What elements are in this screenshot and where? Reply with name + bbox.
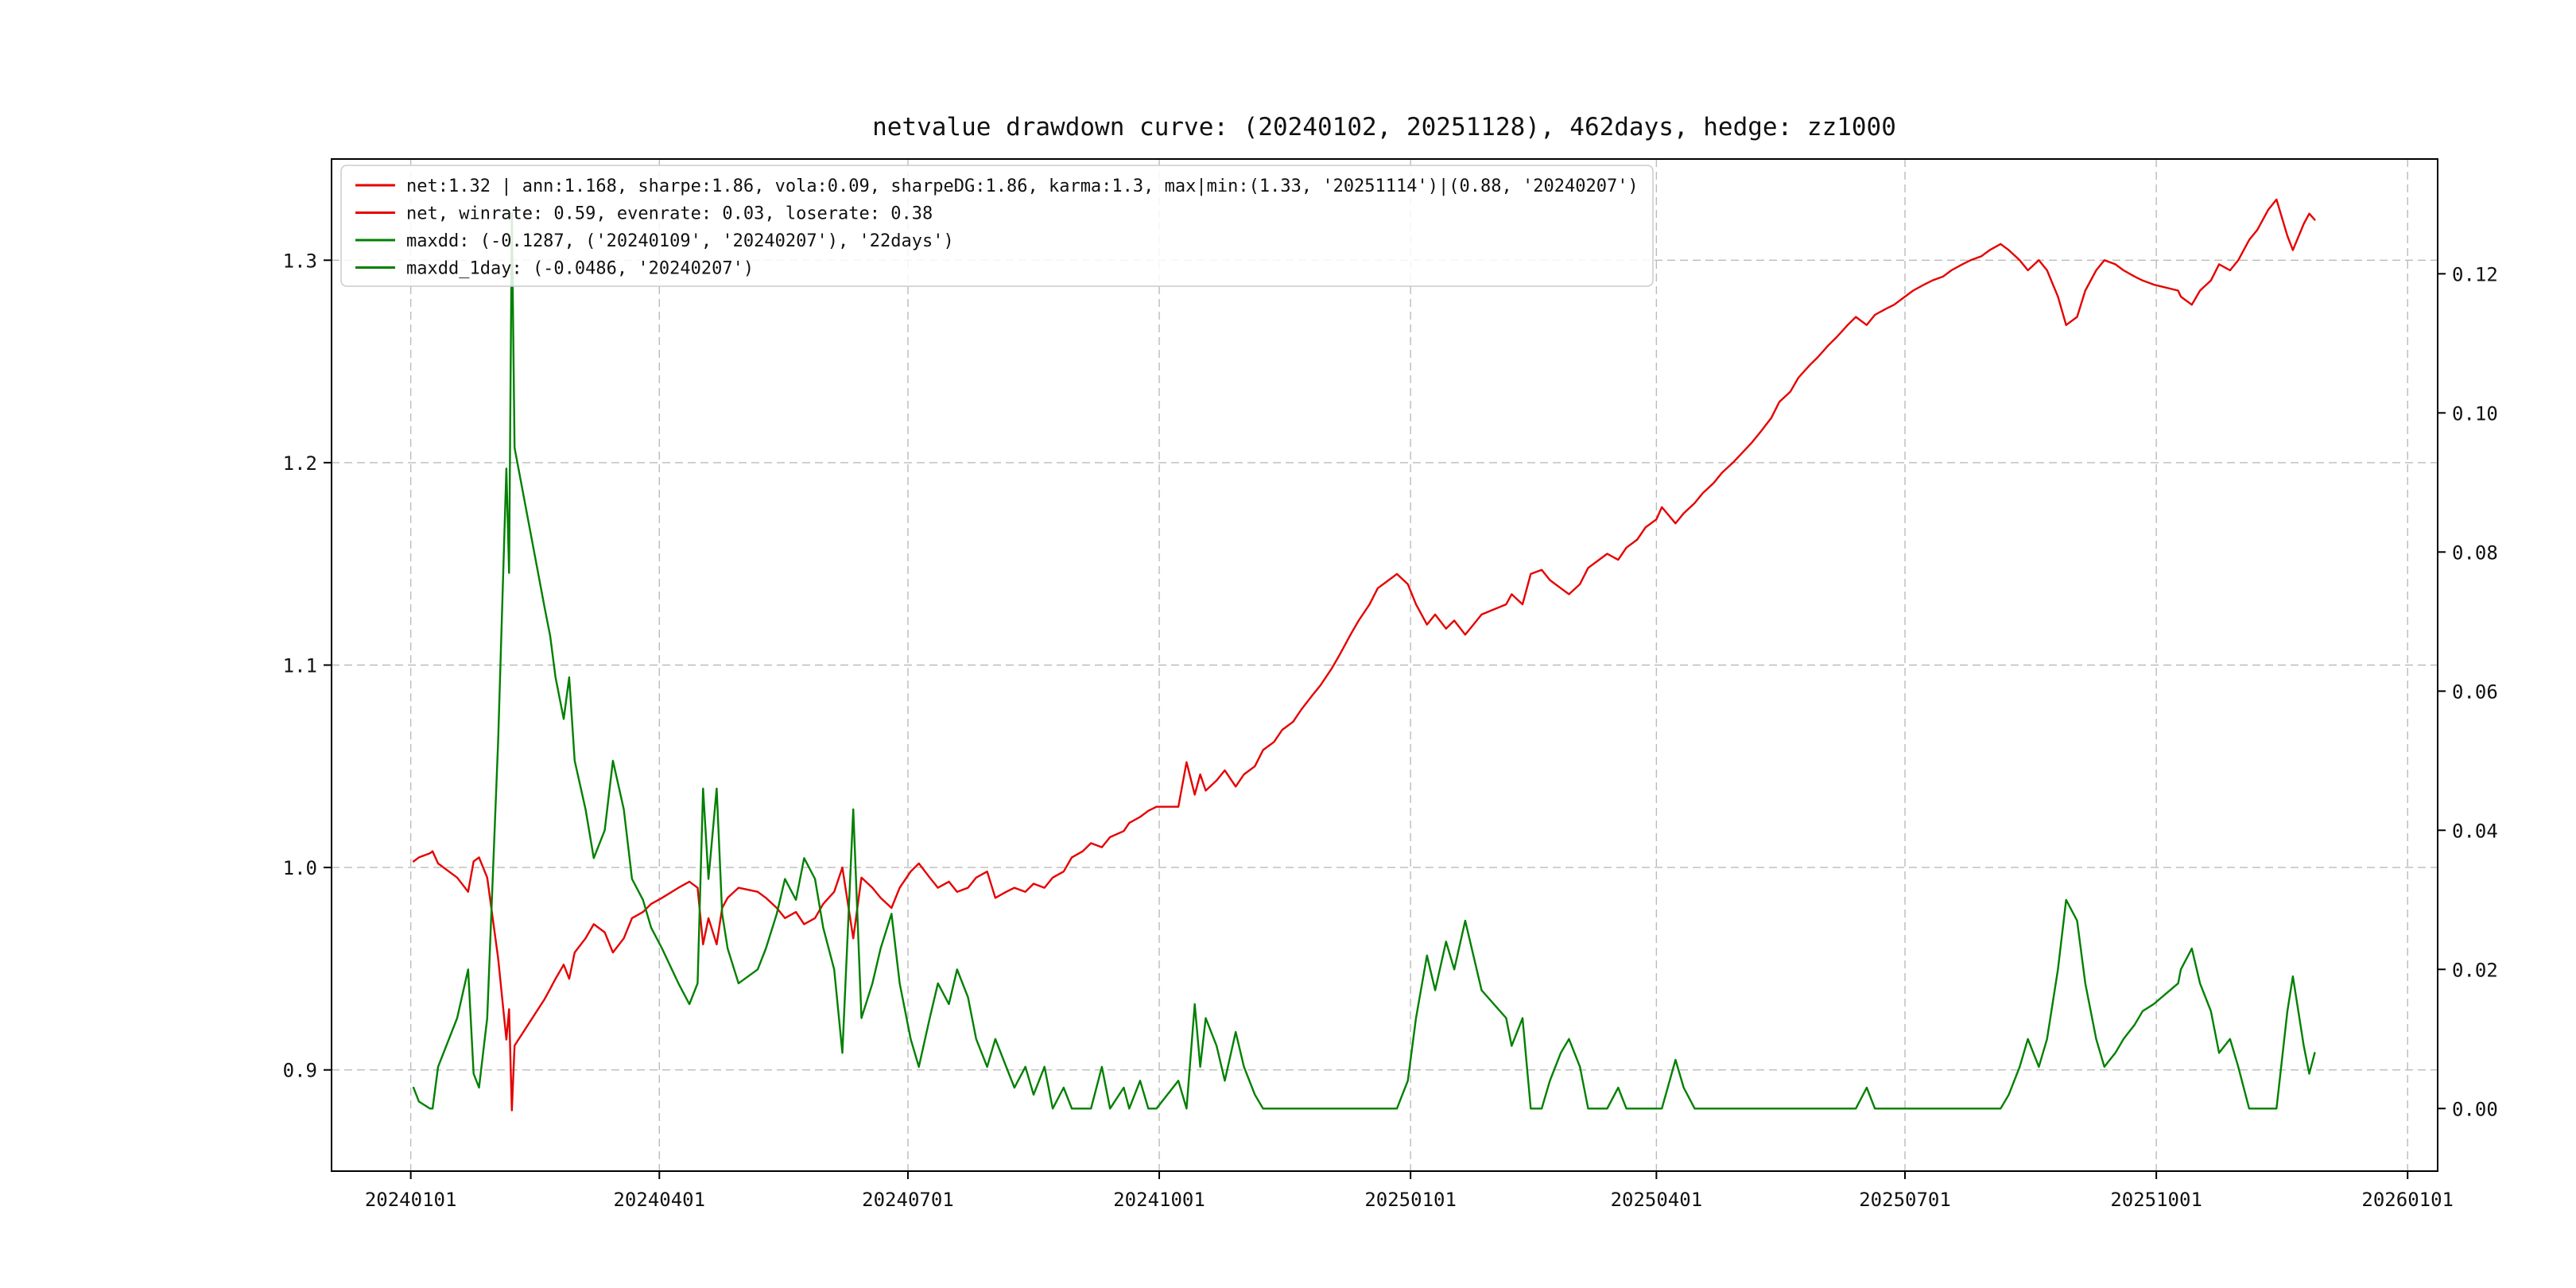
x-tick-label: 20250701 — [1859, 1189, 1951, 1211]
y-left-tick-label: 1.1 — [283, 655, 317, 677]
x-tick-label: 20240401 — [613, 1189, 705, 1211]
legend-entry-label: net, winrate: 0.59, evenrate: 0.03, lose… — [406, 204, 933, 224]
y-left-tick-label: 1.2 — [283, 452, 317, 475]
y-right-tick-label: 0.06 — [2452, 681, 2498, 703]
legend-entry: net, winrate: 0.59, evenrate: 0.03, lose… — [355, 204, 933, 224]
x-tick-label: 20250401 — [1611, 1189, 1703, 1211]
y-right-tick-label: 0.08 — [2452, 541, 2498, 564]
net-line — [412, 198, 2316, 1111]
legend-box — [340, 165, 1654, 287]
y-right-tick-label: 0.10 — [2452, 402, 2498, 425]
y-right-tick-label: 0.12 — [2452, 263, 2498, 285]
x-tick-label: 20241001 — [1113, 1189, 1205, 1211]
x-tick-label: 20251001 — [2110, 1189, 2202, 1211]
y-right-tick-label: 0.02 — [2452, 959, 2498, 981]
chart-title: netvalue drawdown curve: (20240102, 2025… — [872, 113, 1896, 142]
legend-entry: maxdd: (-0.1287, ('20240109', '20240207'… — [355, 231, 954, 251]
legend-entry: net:1.32 | ann:1.168, sharpe:1.86, vola:… — [355, 177, 1639, 196]
y-right-tick-label: 0.00 — [2452, 1098, 2498, 1120]
legend-entry-label: maxdd_1day: (-0.0486, '20240207') — [406, 259, 754, 279]
x-tick-label: 20260101 — [2361, 1189, 2454, 1211]
legend-entry-label: net:1.32 | ann:1.168, sharpe:1.86, vola:… — [406, 177, 1639, 196]
y-left-tick-label: 0.9 — [283, 1060, 317, 1082]
legend: net:1.32 | ann:1.168, sharpe:1.86, vola:… — [340, 165, 1654, 287]
y-right-tick-label: 0.04 — [2452, 820, 2498, 842]
x-tick-label: 20240701 — [862, 1189, 954, 1211]
axes-layer: 20240101 20240401 20240701 20241001 20250101… — [283, 158, 2498, 1211]
drawdown-line — [412, 212, 2316, 1110]
y-left-tick-label: 1.3 — [283, 250, 317, 272]
x-tick-label: 20250101 — [1364, 1189, 1457, 1211]
grid-layer — [332, 159, 2438, 1171]
legend-entry-label: maxdd: (-0.1287, ('20240109', '20240207'… — [406, 231, 954, 251]
plot-border — [331, 158, 2438, 1172]
legend-entry: maxdd_1day: (-0.0486, '20240207') — [355, 259, 754, 279]
y-left-tick-label: 1.0 — [283, 857, 317, 879]
series-layer — [412, 198, 2316, 1111]
x-tick-label: 20240101 — [365, 1189, 457, 1211]
